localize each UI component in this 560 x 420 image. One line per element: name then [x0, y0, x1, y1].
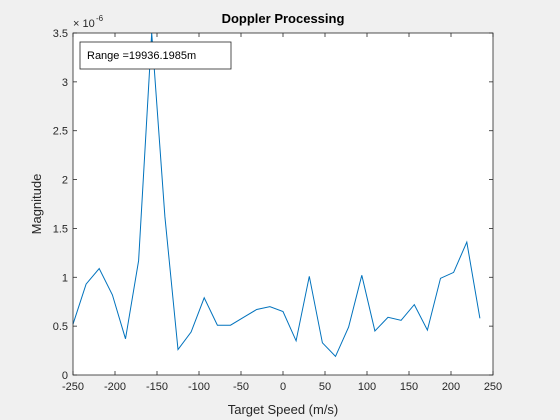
data-point: [282, 310, 285, 313]
data-point: [242, 316, 245, 319]
legend-text: Range =19936.1985m: [87, 50, 196, 62]
series-layer: [72, 32, 481, 358]
x-tick-label: -150: [146, 381, 168, 393]
plot-area: [73, 33, 493, 375]
data-point: [400, 319, 403, 322]
x-tick-label: 250: [484, 381, 502, 393]
y-tick-label: 2.5: [53, 126, 68, 138]
data-point: [177, 348, 180, 351]
legend-box: Range =19936.1985m: [79, 41, 232, 70]
y-exponent-power: -6: [96, 14, 104, 23]
series-line: [72, 32, 481, 358]
data-point: [439, 277, 442, 280]
y-tick-label: 0.5: [53, 321, 68, 333]
data-point: [478, 317, 481, 320]
x-tick-label: -250: [62, 381, 84, 393]
y-tick-label: 0: [62, 370, 68, 382]
data-point: [190, 331, 193, 334]
data-point: [426, 329, 429, 332]
data-point: [321, 341, 324, 344]
x-tick-label: 100: [358, 381, 376, 393]
data-point: [111, 293, 114, 296]
data-point: [334, 355, 337, 358]
y-tick-label: 1: [62, 272, 68, 284]
x-tick-label: 200: [442, 381, 460, 393]
data-point: [85, 283, 88, 286]
data-point: [347, 326, 350, 329]
ticks-layer: -250 -200 -150 -100 -50 0 50 100 150 200 250 0 0.5 1 1…: [53, 28, 502, 393]
data-point: [163, 215, 166, 218]
data-point: [137, 259, 140, 262]
legend-frame: [79, 41, 232, 70]
y-tick-label: 3: [62, 77, 68, 89]
data-point: [229, 324, 232, 327]
x-tick-label: -200: [104, 381, 126, 393]
x-tick-label: -50: [233, 381, 249, 393]
y-tick-label: 1.5: [53, 223, 68, 235]
y-tick-label: 2: [62, 175, 68, 187]
x-axis-label: Target Speed (m/s): [228, 402, 339, 417]
data-point: [124, 337, 127, 340]
x-tick-label: 150: [400, 381, 418, 393]
data-point: [360, 274, 363, 277]
chart-title: Doppler Processing: [222, 11, 345, 26]
data-point: [203, 296, 206, 299]
data-point: [465, 241, 468, 244]
x-tick-label: -100: [188, 381, 210, 393]
data-point: [295, 339, 298, 342]
y-tick-label: 3.5: [53, 28, 68, 40]
y-exponent-base: × 10: [73, 18, 95, 30]
x-tick-label: 50: [319, 381, 331, 393]
data-point: [255, 308, 258, 311]
data-point: [268, 305, 271, 308]
plot-frame: [72, 32, 494, 376]
data-point: [98, 267, 101, 270]
data-point: [452, 271, 455, 274]
y-axis-label: Magnitude: [29, 174, 44, 235]
data-point: [216, 324, 219, 327]
data-point: [413, 303, 416, 306]
data-point: [308, 275, 311, 278]
data-point: [373, 330, 376, 333]
x-tick-label: 0: [280, 381, 286, 393]
data-point: [387, 316, 390, 319]
